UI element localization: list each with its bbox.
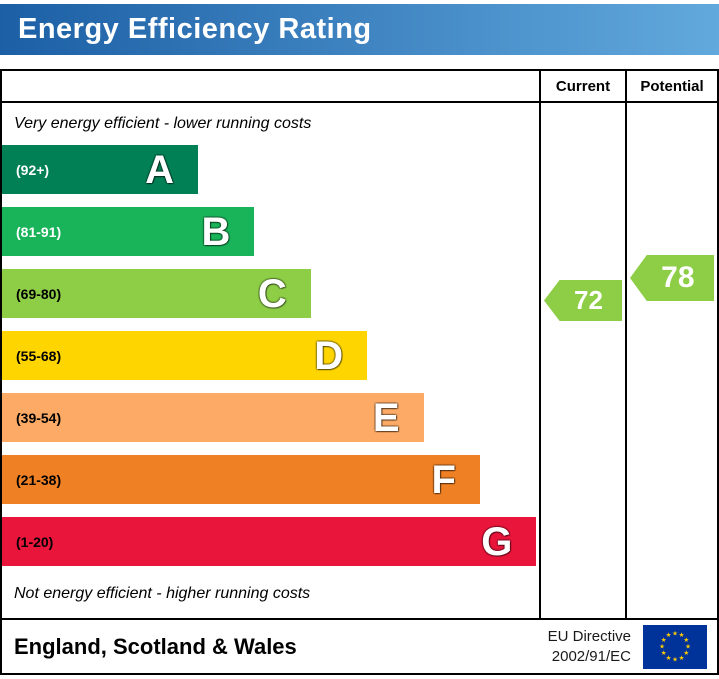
page-title: Energy Efficiency Rating: [18, 13, 372, 45]
band-range-label: (69-80): [16, 285, 62, 302]
band-range-label: (55-68): [16, 347, 62, 364]
svg-text:★: ★: [679, 653, 685, 661]
potential-rating-value: 78: [661, 261, 695, 294]
band-f: (21-38) F: [2, 455, 480, 504]
region-label: England, Scotland & Wales: [14, 633, 297, 659]
bands-area: Very energy efficient - lower running co…: [2, 103, 539, 618]
svg-text:★: ★: [661, 649, 667, 657]
band-range-label: (39-54): [16, 409, 62, 426]
band-g: (1-20) G: [2, 517, 537, 566]
band-range-label: (81-91): [16, 223, 62, 240]
band-row: (39-54) E: [2, 393, 539, 455]
current-rating-value: 72: [573, 285, 603, 315]
band-d: (55-68) D: [2, 331, 368, 380]
band-range-label: (1-20): [16, 533, 54, 550]
band-c: (69-80) C: [2, 269, 311, 318]
svg-text:★: ★: [683, 649, 689, 657]
band-e: (39-54) E: [2, 393, 424, 442]
footer: England, Scotland & Wales EU Directive 2…: [2, 618, 717, 673]
band-letter: F: [431, 457, 456, 502]
band-letter: C: [257, 271, 287, 316]
band-range-label: (21-38): [16, 471, 62, 488]
svg-text:★: ★: [661, 636, 667, 644]
band-row: (81-91) B: [2, 207, 539, 269]
eu-flag-field: [643, 624, 707, 669]
band-row: (69-80) C: [2, 269, 539, 331]
svg-text:★: ★: [666, 653, 672, 661]
svg-text:★: ★: [666, 631, 672, 639]
band-range-label: (92+): [16, 161, 50, 178]
band-letter: E: [372, 395, 400, 440]
epc-chart: Current Potential Very energy efficient …: [0, 69, 719, 675]
svg-text:★: ★: [679, 631, 685, 639]
eu-flag-stars: ★ ★ ★ ★ ★ ★ ★ ★ ★ ★ ★ ★: [659, 629, 691, 663]
top-note: Very energy efficient - lower running co…: [14, 115, 312, 132]
title-bar: Energy Efficiency Rating: [0, 4, 719, 55]
eu-directive-line1: EU Directive: [547, 628, 631, 645]
band-b: (81-91) B: [2, 207, 255, 256]
band-a: (92+) A: [2, 145, 198, 194]
svg-text:★: ★: [683, 636, 689, 644]
rating-bands: (92+) A (81-91) B (69-80) C (55-68): [2, 137, 539, 579]
eu-directive-label: EU Directive 2002/91/EC: [548, 627, 631, 666]
band-row: (92+) A: [2, 145, 539, 207]
bottom-note: Not energy efficient - higher running co…: [14, 585, 311, 602]
band-letter: B: [201, 209, 231, 254]
band-row: (55-68) D: [2, 331, 539, 393]
eu-flag-icon: ★ ★ ★ ★ ★ ★ ★ ★ ★ ★ ★ ★: [643, 624, 707, 669]
current-rating-arrow: 72: [544, 280, 622, 321]
svg-text:★: ★: [672, 629, 678, 637]
potential-rating-arrow: 78: [630, 255, 714, 301]
band-letter: D: [314, 333, 344, 378]
header-spacer: [2, 71, 539, 103]
band-row: (21-38) F: [2, 455, 539, 517]
svg-text:★: ★: [685, 642, 691, 650]
band-letter: A: [145, 147, 174, 192]
band-letter: G: [481, 519, 513, 564]
svg-text:★: ★: [659, 642, 665, 650]
eu-directive-line2: 2002/91/EC: [551, 647, 631, 665]
band-row: (1-20) G: [2, 517, 539, 579]
potential-column-header: Potential: [625, 71, 717, 103]
potential-column: 78: [625, 103, 717, 618]
svg-text:★: ★: [672, 655, 678, 663]
current-column-header: Current: [539, 71, 625, 103]
current-column: 72: [539, 103, 625, 618]
